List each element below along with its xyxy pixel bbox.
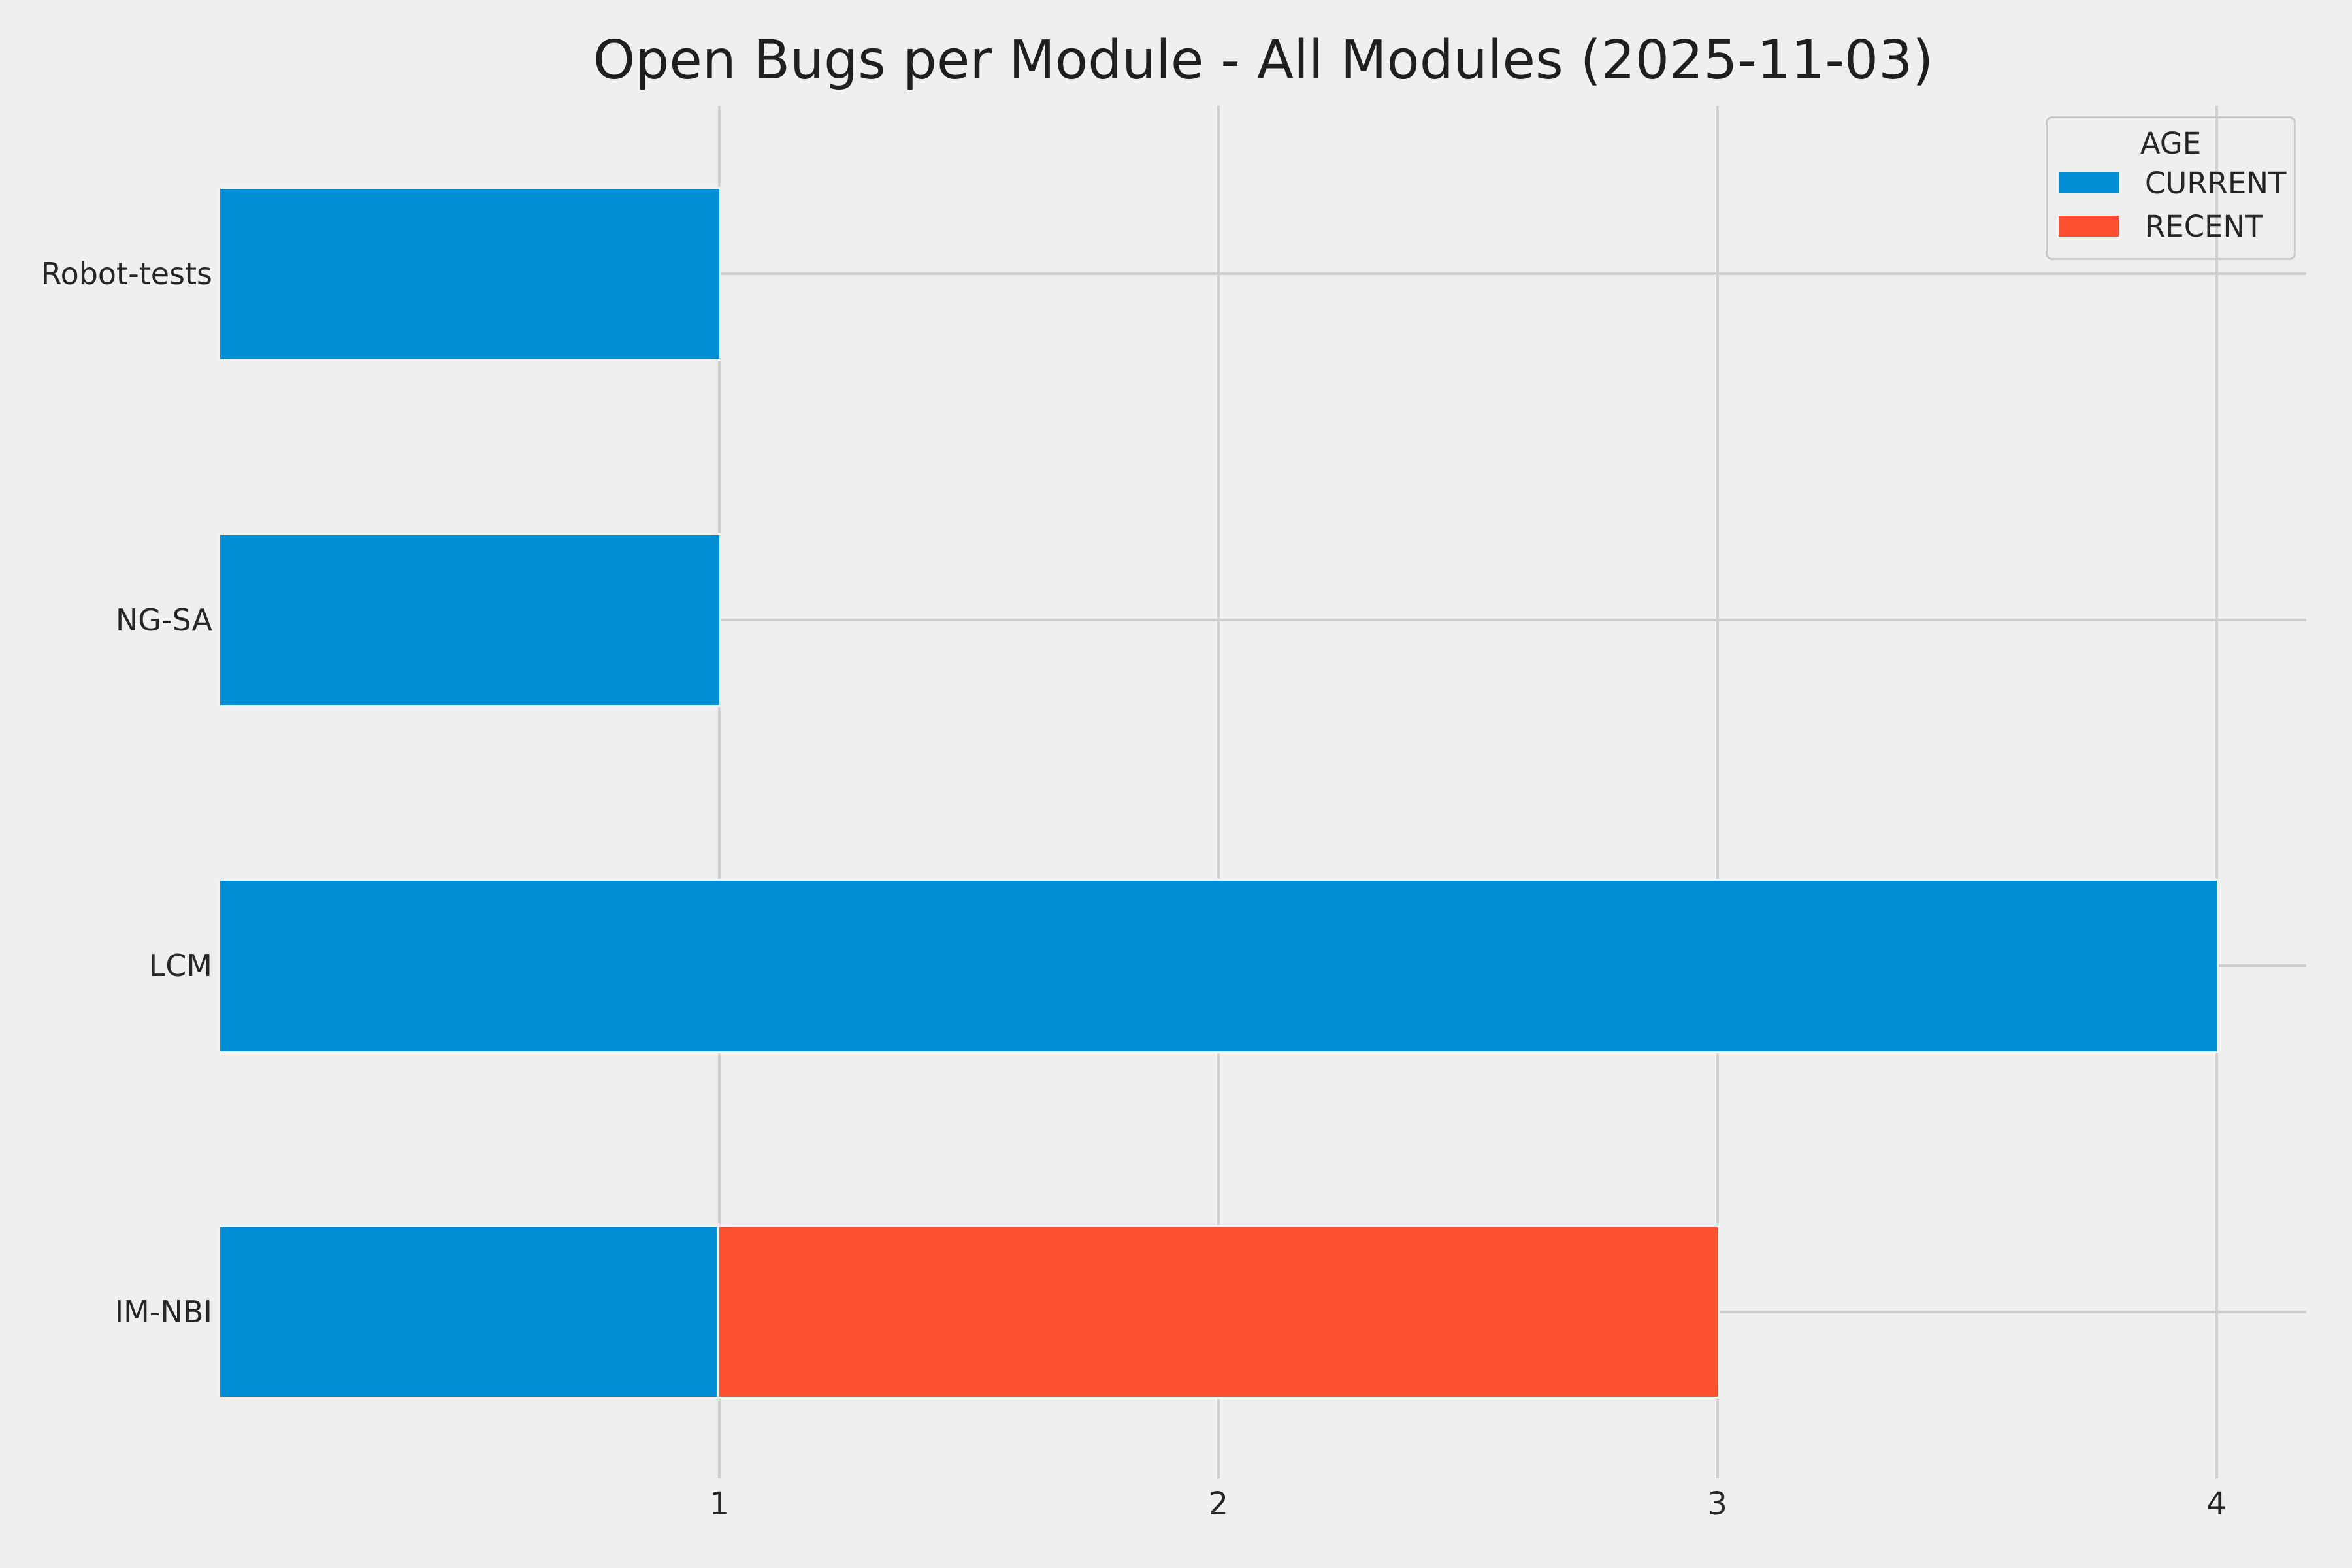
gridline-x-3 <box>1716 106 1719 1478</box>
gridline-y-robot-tests <box>220 272 2306 275</box>
x-tick-label-1: 1 <box>709 1486 730 1522</box>
legend-label-current: CURRENT <box>2145 165 2287 201</box>
bar-current-ng-sa <box>218 532 721 708</box>
x-tick-label-3: 3 <box>1707 1486 1727 1522</box>
x-tick-label-4: 4 <box>2206 1486 2227 1522</box>
legend: AGE CURRENT RECENT <box>2046 116 2296 260</box>
y-label-im-nbi: IM-NBI <box>114 1294 212 1330</box>
gridline-x-1 <box>717 106 721 1478</box>
gridline-x-4 <box>2215 106 2218 1478</box>
y-label-robot-tests: Robot-tests <box>41 256 212 291</box>
bar-current-robot-tests <box>218 186 721 361</box>
y-label-ng-sa: NG-SA <box>115 602 212 638</box>
legend-label-recent: RECENT <box>2145 208 2263 244</box>
y-label-lcm: LCM <box>148 948 212 983</box>
legend-swatch-recent <box>2059 216 2119 237</box>
gridline-x-2 <box>1217 106 1220 1478</box>
legend-entry-recent: RECENT <box>2048 204 2294 248</box>
bar-recent-im-nbi <box>717 1224 1720 1399</box>
x-axis-ticks: 1 2 3 4 <box>220 1488 2306 1534</box>
bar-current-lcm <box>218 879 2219 1053</box>
plot-area <box>218 106 2306 1478</box>
chart-title: Open Bugs per Module - All Modules (2025… <box>593 29 1934 91</box>
x-tick-label-2: 2 <box>1208 1486 1229 1522</box>
legend-title: AGE <box>2140 126 2202 161</box>
y-axis-labels: Robot-tests NG-SA LCM IM-NBI <box>0 106 212 1478</box>
gridline-y-ng-sa <box>220 619 2306 622</box>
bar-current-im-nbi <box>218 1224 721 1399</box>
legend-entry-current: CURRENT <box>2048 161 2294 204</box>
legend-swatch-current <box>2059 172 2119 193</box>
